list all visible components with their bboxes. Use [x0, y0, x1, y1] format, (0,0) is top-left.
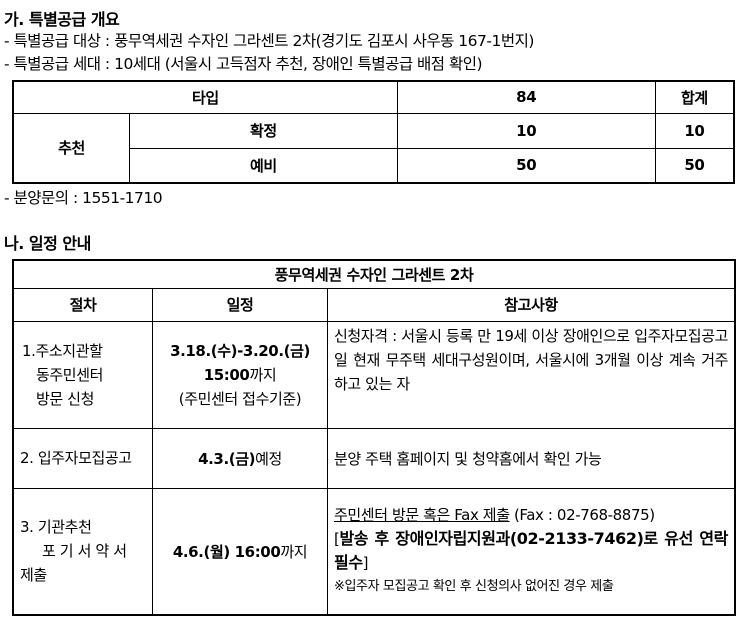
step-text: 3. 기관추천 [20, 518, 92, 537]
step-text: 2. 입주자모집공고 [12, 427, 153, 489]
header-step: 절차 [12, 287, 153, 322]
supply-table: 타입 84 합계 추천 확정 10 10 예비 50 50 [12, 80, 735, 184]
contact-required: 발송 후 장애인자립지원과(02-2133-7462)로 유선 연락 필수 [334, 529, 728, 573]
fax-number: (Fax : 02-768-8875) [509, 506, 655, 525]
header-type: 타입 [12, 80, 398, 114]
step-text: 포기서약서 [42, 542, 132, 561]
submission-method: 주민센터 방문 혹은 Fax 제출 [334, 506, 510, 525]
row-label: 예비 [129, 147, 398, 184]
cell-84: 10 [396, 112, 656, 149]
date-note: (주민센터 접수기준) [178, 389, 302, 408]
section-a-title: 가. 특별공급 개요 [4, 10, 120, 29]
header-84: 84 [396, 80, 656, 114]
announcement-ref: 분양 주택 홈페이지 및 청약홈에서 확인 가능 [327, 427, 736, 489]
households-line: - 특별공급 세대 : 10세대 (서울시 고득점자 추천, 장애인 특별공급 … [4, 55, 483, 73]
header-date: 일정 [152, 287, 328, 322]
group-label: 추천 [12, 112, 130, 184]
date-suffix: 예정 [255, 449, 282, 468]
section-b-title: 나. 일정 안내 [4, 234, 91, 253]
target-line: - 특별공급 대상 : 풍무역세권 수자인 그라센트 2차(경기도 김포시 사우… [4, 32, 534, 50]
submission-note: ※입주자 모집공고 확인 후 신청의사 없어진 경우 제출 [334, 579, 614, 595]
header-ref: 참고사항 [327, 287, 736, 322]
cell-84: 50 [396, 147, 656, 184]
date-suffix: 까지 [280, 542, 308, 561]
row-label: 확정 [129, 112, 398, 149]
step-text: 제출 [20, 566, 47, 585]
deadline-suffix: 까지 [249, 365, 277, 384]
date-range: 3.18.(수)-3.20.(금) [170, 341, 310, 360]
deadline-time: 15:00 [203, 365, 250, 384]
bracket-close: ] [362, 554, 369, 573]
cell-total: 10 [654, 112, 735, 149]
header-total: 합계 [654, 80, 735, 114]
step-text: 방문 신청 [36, 389, 94, 408]
eligibility-text: 신청자격 : 서울시 등록 만 19세 이상 장애인으로 입주자모집공고일 현재… [327, 320, 736, 429]
bracket-open: [ [334, 530, 340, 549]
announcement-date: 4.3.(금) [198, 449, 256, 468]
cell-total: 50 [654, 147, 735, 184]
step-text: 동주민센터 [36, 365, 104, 384]
step-text: 1.주소지관할 [22, 341, 103, 360]
waiver-deadline: 4.6.(월) 16:00 [172, 542, 281, 561]
inquiry-line: - 분양문의 : 1551-1710 [4, 189, 163, 207]
table-title: 풍무역세권 수자인 그라센트 2차 [12, 259, 736, 289]
